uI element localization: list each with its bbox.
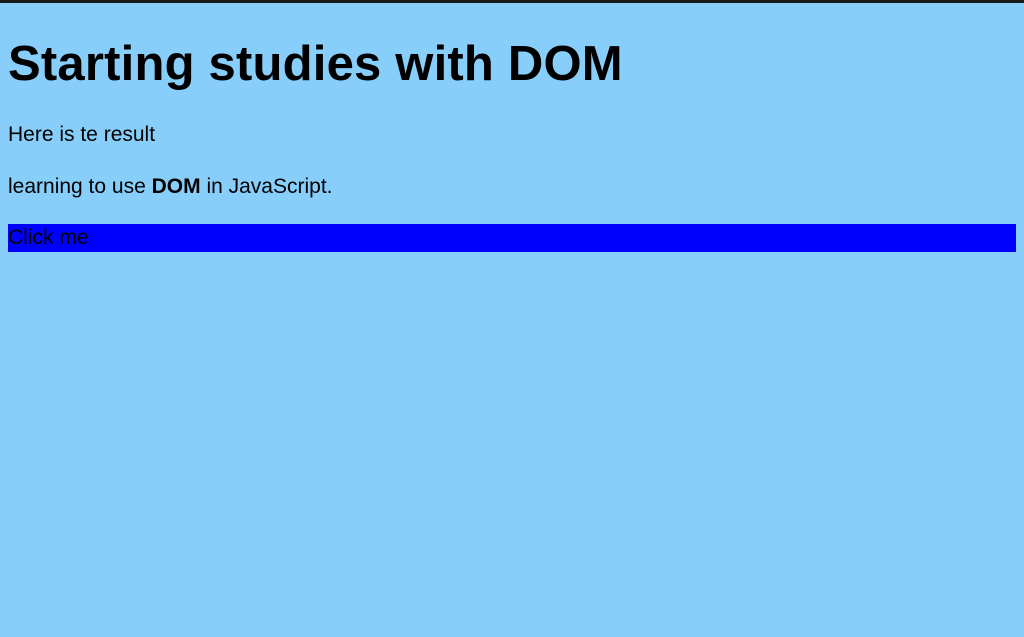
result-text: Here is te result	[8, 123, 156, 146]
click-me-label: Click me	[8, 226, 89, 249]
click-me-button[interactable]: Click me	[8, 224, 1016, 252]
page-content: Starting studies with DOM Here is te res…	[0, 3, 1024, 252]
page-title: Starting studies with DOM	[8, 37, 623, 91]
learning-text-prefix: learning to use	[8, 175, 152, 198]
learning-text: learning to use DOM in JavaScript.	[8, 175, 1016, 199]
learning-text-dom: DOM	[151, 175, 201, 198]
learning-text-suffix: in JavaScript.	[200, 175, 333, 198]
